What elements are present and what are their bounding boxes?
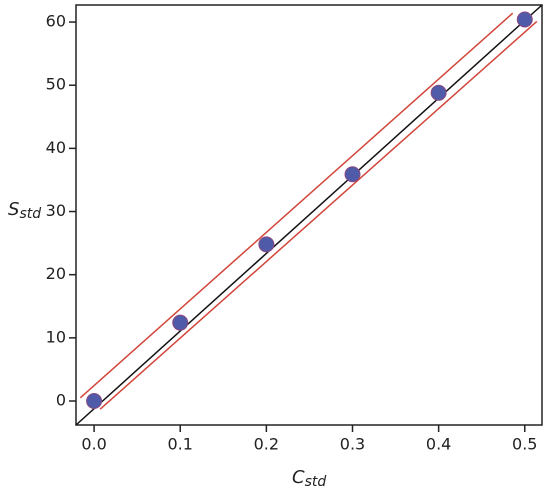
y-tick-label: 20 [46,264,66,283]
x-tick-label: 0.3 [340,435,365,454]
x-tick-label: 0.4 [426,435,451,454]
y-axis-label: Sstd [8,199,41,222]
line [79,12,514,399]
y-tick-label: 40 [46,138,66,157]
plot-frame [75,4,543,426]
y-label-sub: std [19,206,41,222]
point [172,314,189,331]
x-label-sub: std [305,474,327,490]
point [258,236,275,253]
y-tick-label: 50 [46,75,66,94]
x-tick-label: 0.0 [81,435,106,454]
y-tick-label: 30 [46,201,66,220]
point [86,393,103,409]
y-tick-label: 0 [56,391,66,410]
y-label-main: S [8,199,19,220]
x-tick-label: 0.2 [254,435,279,454]
line [99,20,538,410]
point [344,166,361,183]
y-tick-label: 60 [46,12,66,31]
x-axis-label: Cstd [292,467,326,490]
x-tick-label: 0.5 [512,435,537,454]
y-tick-label: 10 [46,327,66,346]
point [516,11,533,28]
line [75,4,543,426]
x-tick-label: 0.1 [167,435,192,454]
point [430,84,447,101]
x-label-main: C [292,467,305,488]
